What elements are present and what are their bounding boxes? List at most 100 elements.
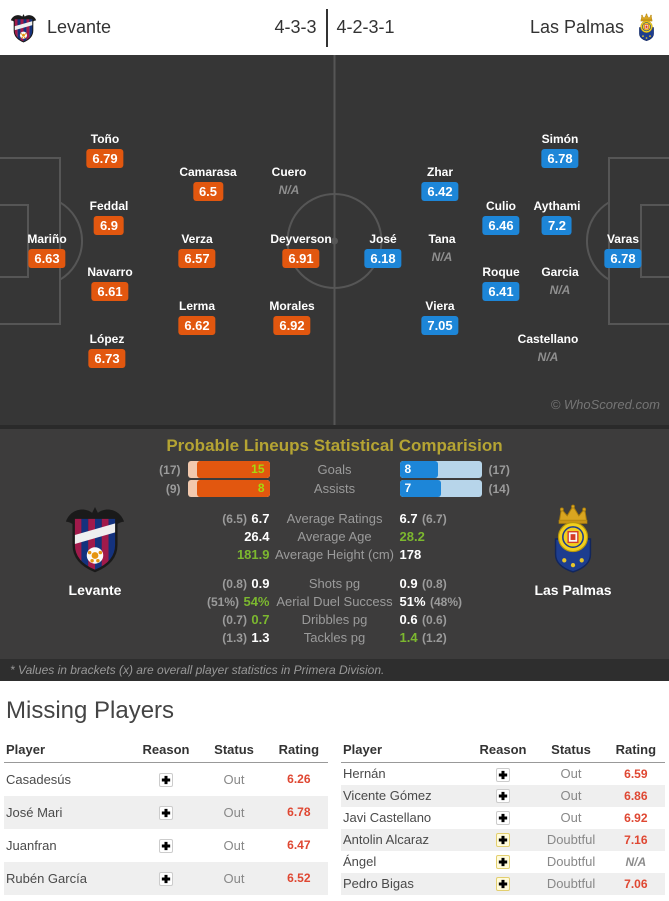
away-overall-value: (17): [488, 462, 510, 477]
away-team-logo-icon: [634, 11, 659, 44]
stat-label: Shots pg: [308, 576, 361, 591]
status-cell: Doubtful: [546, 832, 596, 847]
home-stat-value: (1.3) 1.3: [222, 630, 270, 645]
table-row: Ángel Doubtful N/A: [341, 851, 665, 873]
player-rating-badge: 6.92: [273, 316, 311, 335]
player-cell: José Mari: [6, 804, 63, 820]
player-name: Navarro: [87, 265, 133, 279]
stat-label: Average Ratings: [286, 511, 383, 526]
stat-label: Average Age: [297, 529, 372, 544]
stat-row: (6.5) 6.7 Average Ratings 6.7 (6.7): [144, 510, 526, 528]
player-rating-badge: 6.78: [541, 149, 579, 168]
stat-row: (1.3) 1.3 Tackles pg 1.4 (1.2): [144, 629, 526, 647]
player-name: Roque: [482, 265, 520, 279]
player-rating-badge: 6.9: [93, 216, 125, 235]
player-rating-na: N/A: [278, 183, 300, 197]
rating-cell: 6.47: [287, 838, 311, 852]
rating-cell: 6.92: [624, 810, 648, 825]
player-rating-badge: 6.61: [91, 282, 129, 301]
injury-icon: [158, 838, 173, 853]
player: Castellano N/A: [518, 332, 579, 364]
player-rating-badge: 6.5: [192, 182, 224, 201]
player-rating-badge: 6.63: [28, 249, 66, 268]
injury-icon: [495, 767, 510, 782]
player: Morales 6.92: [269, 299, 315, 335]
player: Simón 6.78: [541, 132, 579, 168]
away-bar: 7: [399, 480, 482, 497]
rating-cell: N/A: [625, 854, 647, 869]
player-cell: Vicente Gómez: [343, 788, 432, 803]
missing-players-section: Missing Players Player Reason Status Rating…: [0, 681, 669, 895]
player-name: Culio: [486, 199, 516, 213]
comparison-title: Probable Lineups Statistical Comparision: [166, 436, 503, 455]
player-name: Tana: [428, 232, 456, 246]
app-header: Levante 4-3-3 4-2-3-1 Las Palmas: [0, 0, 669, 55]
player-rating-badge: 6.73: [88, 349, 126, 368]
away-crest-icon: [542, 504, 604, 574]
stat-row: (51%) 54% Aerial Duel Success 51% (48%): [144, 593, 526, 611]
table-row: Juanfran Out 6.47: [4, 829, 328, 862]
reason-cell: [471, 763, 536, 785]
away-stat-value: 28.2: [399, 529, 425, 544]
stat-label: Dribbles pg: [301, 612, 368, 627]
player-name: Toño: [90, 132, 120, 146]
column-header: Status: [198, 739, 270, 763]
status-cell: Doubtful: [546, 854, 596, 869]
rating-cell: 6.78: [287, 805, 311, 819]
comparison-stats: (6.5) 6.7 Average Ratings 6.7 (6.7) 26.4 Ave…: [144, 510, 526, 647]
section-divider: [0, 425, 669, 429]
home-team-name: Levante: [47, 17, 112, 37]
home-missing-table: Player Reason Status Rating Casadesús Out 6.26…: [4, 739, 328, 895]
column-header: Reason: [470, 739, 536, 763]
comparison-panel: Probable Lineups Statistical Comparision…: [0, 429, 669, 681]
injury-icon: [158, 773, 173, 788]
player: Camarasa 6.5: [179, 165, 237, 201]
player: José 6.18: [364, 232, 402, 268]
table-row: Antolin Alcaraz Doubtful 7.16: [341, 828, 665, 851]
player: Cuero N/A: [272, 165, 307, 197]
home-overall-value: (17): [159, 462, 181, 477]
table-row: Hernán Out 6.59: [341, 763, 665, 785]
player-rating-badge: 6.91: [282, 249, 320, 268]
stat-label: Tackles pg: [303, 630, 366, 645]
injury-icon: [158, 805, 173, 820]
stat-row: 181.9 Average Height (cm) 178: [144, 546, 526, 564]
home-stat-value: 26.4: [244, 529, 270, 544]
player: Feddal 6.9: [90, 199, 128, 235]
stat-label: Aerial Duel Success: [276, 594, 393, 609]
status-cell: Doubtful: [546, 876, 596, 891]
status-cell: Out: [223, 870, 245, 886]
player-name: Simón: [541, 132, 579, 146]
table-row: Casadesús Out 6.26: [4, 763, 328, 796]
player-name: Verza: [181, 232, 213, 246]
away-formation: 4-2-3-1: [336, 17, 395, 37]
home-bar: 15: [187, 461, 270, 478]
doubtful-icon: [495, 833, 510, 848]
away-stat-value: 0.6 (0.6): [399, 612, 447, 627]
player: Zhar 6.42: [421, 165, 459, 201]
status-cell: Out: [223, 804, 245, 820]
player-name: Viera: [425, 299, 455, 313]
player-rating-na: N/A: [537, 350, 559, 364]
away-overall-value: (14): [488, 481, 510, 496]
injury-icon: [495, 811, 510, 826]
player-name: Garcia: [541, 265, 579, 279]
player-name: Aythami: [533, 199, 581, 213]
home-bar-value: 8: [257, 481, 265, 495]
bar-row: (9) 8 Assists 7 (14): [144, 480, 526, 497]
home-team-block: Levante: [50, 504, 140, 598]
bar-label: Assists: [313, 481, 356, 496]
rating-cell: 6.52: [287, 871, 311, 885]
table-row: José Mari Out 6.78: [4, 795, 328, 829]
home-team-logo-icon: [10, 10, 37, 46]
comparison-footnote: * Values in brackets (x) are overall pla…: [0, 659, 669, 681]
missing-players-title: Missing Players: [6, 697, 175, 724]
player: Deyverson 6.91: [270, 232, 332, 268]
table-row: Javi Castellano Out 6.92: [341, 807, 665, 829]
home-crest-icon: [64, 504, 126, 574]
home-bar-value: 15: [251, 462, 265, 476]
status-cell: Out: [223, 837, 245, 853]
away-team-block: Las Palmas: [528, 504, 618, 598]
player-name: Varas: [606, 232, 640, 246]
